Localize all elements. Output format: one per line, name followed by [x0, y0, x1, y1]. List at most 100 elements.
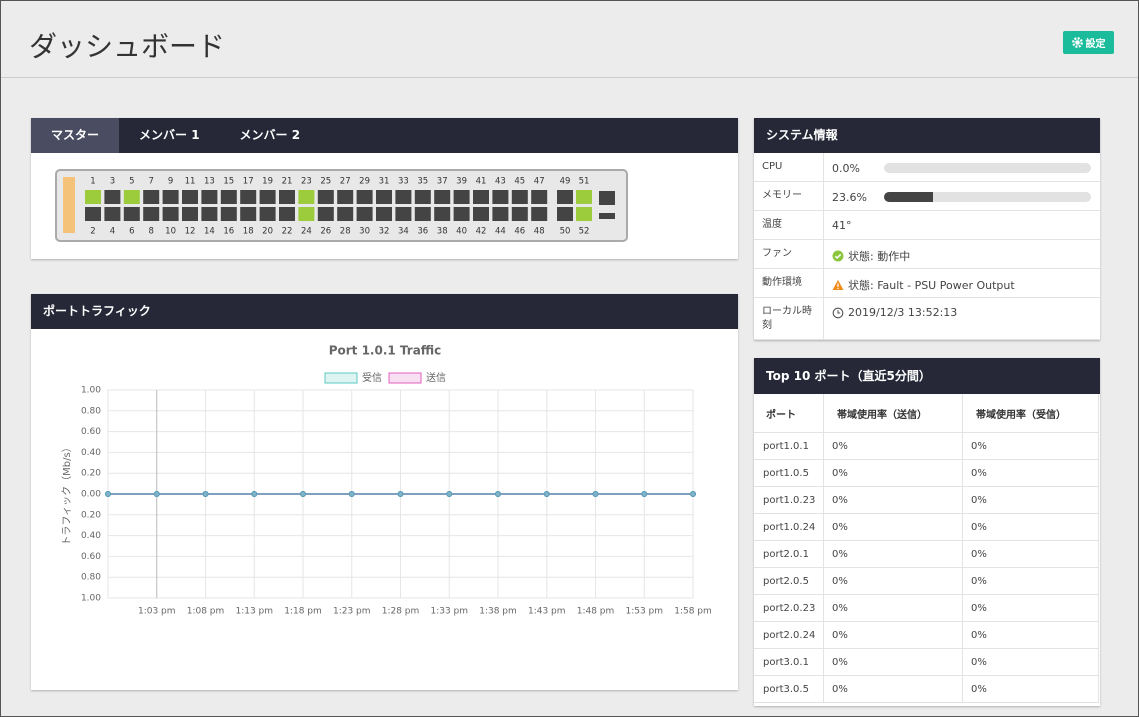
port	[317, 207, 334, 221]
row-text: 状態: Fault - PSU Power Output	[848, 279, 1015, 292]
data-point	[495, 491, 501, 497]
col-divider	[1098, 541, 1099, 568]
data-point	[690, 491, 696, 497]
port-number: 2	[90, 227, 95, 237]
data-point	[592, 491, 599, 497]
row-value: 2019/12/3 13:52:13	[832, 306, 957, 319]
panel-title: システム情報	[754, 118, 1100, 153]
col-divider	[823, 595, 824, 622]
table-cell: port3.0.5	[763, 684, 809, 695]
port	[356, 207, 373, 221]
col-divider	[962, 676, 963, 703]
port-number: 49	[560, 177, 571, 187]
port	[220, 207, 237, 221]
col-divider	[1098, 622, 1099, 649]
x-tick-label: 1:13 pm	[235, 607, 273, 617]
port-number: 25	[320, 177, 331, 187]
port	[473, 207, 489, 221]
col-divider	[823, 182, 824, 211]
traffic-chart: Port 1.0.1 Traffic トラフィック（Mb/s） 1.00 0.80…	[61, 344, 712, 617]
row-divider	[754, 594, 1098, 595]
port	[123, 207, 140, 221]
x-tick-label: 1:33 pm	[430, 607, 468, 617]
port	[557, 207, 573, 221]
row-value: 23.6%	[832, 191, 867, 204]
y-tick-label: 1.00	[81, 386, 101, 396]
port	[337, 207, 354, 221]
switch-panel: マスター メンバー 1 メンバー 2 1 3 5 7 9 11 13 15 17 19 21 23 25 27…	[31, 118, 738, 259]
col-divider	[823, 514, 824, 541]
port	[259, 207, 276, 221]
port	[576, 207, 592, 221]
port-number: 36	[417, 227, 428, 237]
port	[240, 190, 257, 204]
port	[531, 190, 548, 204]
progress-track	[884, 192, 1091, 202]
col-divider	[1098, 649, 1099, 676]
port-number: 43	[495, 177, 506, 187]
tab[interactable]: マスター	[31, 118, 120, 153]
tab[interactable]: メンバー 1	[139, 128, 200, 142]
port	[511, 190, 528, 204]
col-divider	[823, 433, 824, 460]
port-number: 46	[514, 227, 525, 237]
legend-swatch	[324, 372, 358, 384]
port-number: 14	[204, 227, 215, 237]
tab[interactable]: メンバー 2	[239, 128, 301, 142]
row-text: 2019/12/3 13:52:13	[848, 306, 958, 319]
table-cell: port2.0.23	[763, 603, 816, 614]
table-cell: 0%	[832, 549, 848, 560]
port	[162, 207, 179, 221]
table-cell: 0%	[832, 441, 848, 452]
row-divider	[754, 459, 1098, 460]
col-divider	[823, 394, 824, 433]
port-number: 30	[359, 227, 370, 237]
port	[182, 207, 198, 221]
x-tick-label: 1:38 pm	[479, 607, 517, 617]
row-divider	[754, 432, 1098, 433]
col-divider	[962, 622, 963, 649]
col-divider	[823, 298, 824, 340]
row-value: 状態: 動作中	[832, 248, 910, 264]
port-number: 9	[168, 177, 173, 187]
x-tick-label: 1:58 pm	[674, 607, 712, 617]
port-number: 45	[514, 177, 525, 187]
table-cell: port2.0.5	[763, 576, 809, 587]
table-cell: port2.0.24	[763, 630, 816, 641]
col-divider	[1098, 595, 1099, 622]
port-number: 8	[148, 227, 153, 237]
port	[104, 207, 121, 221]
port-number: 13	[204, 177, 215, 187]
port	[259, 190, 276, 204]
y-tick-label: 0.20	[81, 510, 101, 520]
legend-label: 受信	[362, 372, 382, 384]
row-divider	[754, 675, 1098, 676]
port-number: 31	[379, 177, 390, 187]
table-cell: 0%	[832, 657, 848, 668]
port	[453, 207, 470, 221]
progress-track	[884, 163, 1091, 173]
row-divider	[754, 297, 1100, 298]
table-cell: 0%	[971, 576, 987, 587]
settings-button[interactable]: 設定	[1063, 31, 1114, 54]
row-label: ファン	[762, 248, 792, 259]
row-label: 温度	[762, 219, 782, 230]
col-divider	[1098, 514, 1099, 541]
row-value: 41°	[832, 219, 852, 232]
port-number: 16	[223, 227, 234, 237]
port	[143, 190, 160, 204]
port	[201, 190, 218, 204]
y-tick-label: 0.80	[81, 406, 101, 416]
col-divider	[962, 514, 963, 541]
port	[201, 207, 218, 221]
port-number: 28	[340, 227, 351, 237]
col-divider	[1098, 394, 1099, 433]
table-cell: port3.0.1	[763, 657, 809, 668]
data-point	[300, 491, 306, 497]
port-number: 23	[301, 177, 312, 187]
port-number: 18	[243, 227, 254, 237]
row-divider	[754, 540, 1098, 541]
table-cell: 0%	[832, 603, 848, 614]
port-number: 39	[456, 177, 467, 187]
